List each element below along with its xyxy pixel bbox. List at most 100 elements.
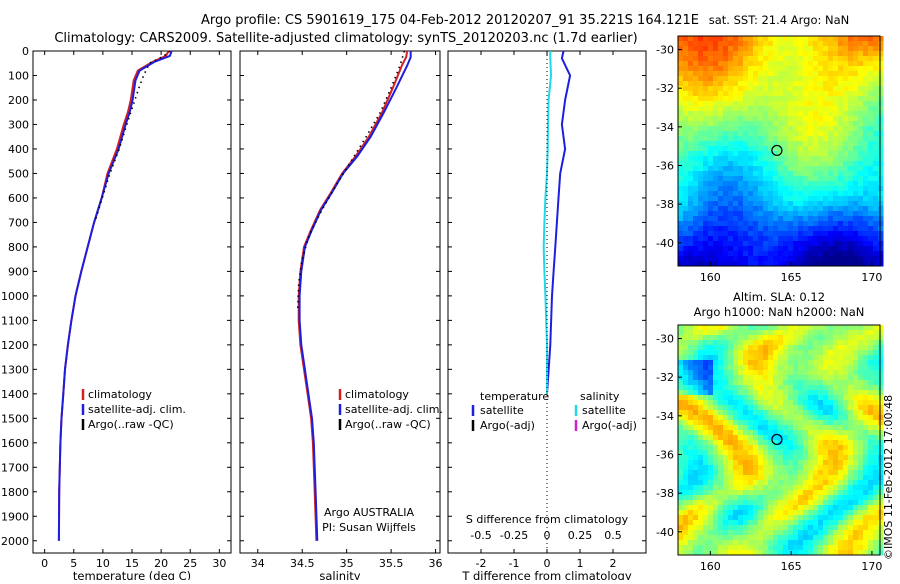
sla_map-cell xyxy=(838,470,844,476)
sla_map-cell xyxy=(753,540,759,546)
sst_map-cell xyxy=(678,106,684,112)
salinity-xtick-label: 36 xyxy=(429,557,443,570)
sla_map-cell xyxy=(863,505,869,511)
sst_map-cell xyxy=(708,201,714,207)
sla_map-cell xyxy=(753,465,759,471)
sst_map-cell xyxy=(768,46,774,52)
sst_map-cell xyxy=(703,91,709,97)
sst_map-cell xyxy=(858,181,864,187)
sla_map-cell xyxy=(753,385,759,391)
sst_map-cell xyxy=(733,241,739,247)
sst_map-cell xyxy=(783,126,789,132)
sla_map-cell xyxy=(808,430,814,436)
sla_map-cell xyxy=(808,420,814,426)
sla_map-cell xyxy=(773,455,779,461)
sla_map-cell xyxy=(703,330,709,336)
sla_map-cell xyxy=(718,420,724,426)
sla_map-cell xyxy=(873,440,879,446)
sla_map-cell xyxy=(748,495,754,501)
sla_map-cell xyxy=(878,325,884,331)
sla_map-cell xyxy=(718,410,724,416)
sst_map-cell xyxy=(843,151,849,157)
sst_map-cell xyxy=(758,121,764,127)
sst_map-cell xyxy=(823,246,829,252)
sla_map-cell xyxy=(768,340,774,346)
sst_map-cell xyxy=(738,91,744,97)
sla_map-cell xyxy=(758,445,764,451)
sst_map-cell xyxy=(733,36,739,42)
sst_map-cell xyxy=(758,131,764,137)
sst_map-cell xyxy=(688,181,694,187)
sla_map-cell xyxy=(683,515,689,521)
sst_map-cell xyxy=(748,176,754,182)
sla_map-cell xyxy=(738,480,744,486)
sst_map-cell xyxy=(823,111,829,117)
sla_map-cell xyxy=(758,395,764,401)
sla_map-cell xyxy=(878,450,884,456)
sst_map-cell xyxy=(798,221,804,227)
sst_map-cell xyxy=(693,231,699,237)
sst_map-cell xyxy=(788,41,794,47)
sla_map-cell xyxy=(868,355,874,361)
sla_map-ytick-label: -32 xyxy=(656,371,674,384)
sla_map-cell xyxy=(823,395,829,401)
sla_map-cell xyxy=(713,350,719,356)
sst_map-cell xyxy=(693,221,699,227)
sst_map-cell xyxy=(713,66,719,72)
sla_map-cell xyxy=(818,390,824,396)
sla_map-cell xyxy=(773,520,779,526)
sst_map-cell xyxy=(848,36,854,42)
sst_map-cell xyxy=(798,206,804,212)
sla_map-cell xyxy=(693,495,699,501)
sst_map-cell xyxy=(863,146,869,152)
sla_map-cell xyxy=(783,435,789,441)
sst_map-cell xyxy=(838,216,844,222)
sst_map-cell xyxy=(853,171,859,177)
sla_map-cell xyxy=(773,420,779,426)
sla_map-cell xyxy=(693,460,699,466)
sla_map-cell xyxy=(793,325,799,331)
sla_map-cell xyxy=(683,360,689,366)
sla_map-cell xyxy=(778,490,784,496)
sla_map-cell xyxy=(723,550,729,556)
sla_map-cell xyxy=(873,500,879,506)
sla_map-cell xyxy=(843,445,849,451)
sla_map-cell xyxy=(773,435,779,441)
sst_map-cell xyxy=(693,46,699,52)
sst_map-cell xyxy=(678,51,684,57)
sla_map-cell xyxy=(758,440,764,446)
sla_map-cell xyxy=(868,475,874,481)
sst_map-cell xyxy=(753,101,759,107)
sst_map-cell xyxy=(823,156,829,162)
sla_map-cell xyxy=(878,505,884,511)
depth-tick-label: 1900 xyxy=(1,510,29,523)
sla_map-cell xyxy=(843,380,849,386)
sst_map-cell xyxy=(833,106,839,112)
sla_map-cell xyxy=(783,395,789,401)
sst_map-cell xyxy=(848,251,854,257)
sst_map-cell xyxy=(773,161,779,167)
sla_map-cell xyxy=(768,390,774,396)
sla_map-cell xyxy=(713,325,719,331)
sla_map-cell xyxy=(773,490,779,496)
sla_map-cell xyxy=(843,430,849,436)
sla_map-cell xyxy=(833,365,839,371)
sla_map-cell xyxy=(708,365,714,371)
sla_map-cell xyxy=(733,420,739,426)
sla_map-cell xyxy=(723,355,729,361)
sla_map-cell xyxy=(868,340,874,346)
sla_map-cell xyxy=(863,530,869,536)
sla_map-cell xyxy=(768,400,774,406)
sla_map-cell xyxy=(818,325,824,331)
sst_map-cell xyxy=(708,191,714,197)
sla_map-cell xyxy=(868,405,874,411)
sla_map-cell xyxy=(768,415,774,421)
sst_map-cell xyxy=(773,66,779,72)
sst_map-cell xyxy=(733,51,739,57)
sla_map-cell xyxy=(853,380,859,386)
sla_map-cell xyxy=(878,395,884,401)
sst_map-cell xyxy=(823,211,829,217)
sst_map-cell xyxy=(683,126,689,132)
sla_map-cell xyxy=(863,525,869,531)
sla_map-cell xyxy=(758,470,764,476)
